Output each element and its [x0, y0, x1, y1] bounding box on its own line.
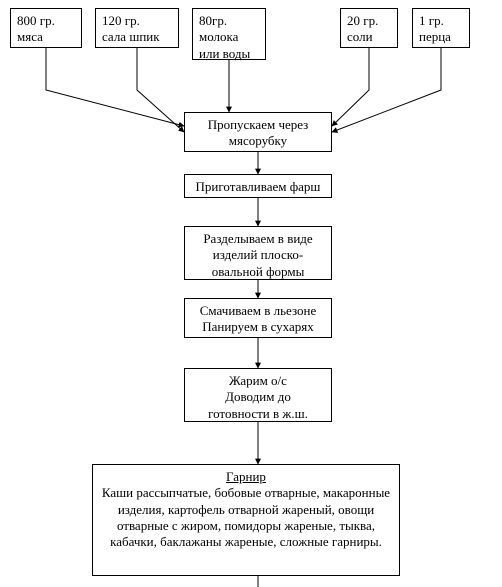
flow-node-n5: 1 гр. перца [412, 8, 470, 48]
flow-node-n11: ГарнирКаши рассыпчатые, бобовые отварные… [92, 464, 400, 576]
edge-4 [332, 48, 441, 132]
flow-node-n1: 800 гр. мяса [10, 8, 82, 48]
flow-node-n6: Пропускаем через мясорубку [184, 112, 332, 152]
node-text: 1 гр. перца [419, 13, 451, 44]
node-text: Приготавливаем фарш [196, 179, 321, 194]
node-text: Пропускаем через мясорубку [208, 117, 309, 148]
node-title: Гарнир [99, 469, 393, 485]
node-text: 800 гр. мяса [17, 13, 55, 44]
node-text: Каши рассыпчатые, бобовые отварные, мака… [102, 485, 390, 549]
node-text: 120 гр. сала шпик [102, 13, 160, 44]
node-text: Смачиваем в льезоне Панируем в сухарях [200, 303, 317, 334]
node-text: 80гр. молока или воды [199, 13, 250, 61]
flow-node-n9: Смачиваем в льезоне Панируем в сухарях [184, 298, 332, 338]
flow-node-n4: 20 гр. соли [340, 8, 398, 48]
flow-node-n2: 120 гр. сала шпик [95, 8, 179, 48]
node-text: Жарим о/с Доводим до готовности в ж.ш. [208, 373, 308, 421]
flow-node-n8: Разделываем в виде изделий плоско- оваль… [184, 226, 332, 280]
edge-1 [137, 48, 184, 132]
edge-3 [332, 48, 369, 126]
edge-0 [46, 48, 184, 126]
flow-node-n7: Приготавливаем фарш [184, 174, 332, 198]
flow-node-n3: 80гр. молока или воды [192, 8, 266, 60]
node-text: 20 гр. соли [347, 13, 378, 44]
flow-node-n10: Жарим о/с Доводим до готовности в ж.ш. [184, 368, 332, 422]
node-text: Разделываем в виде изделий плоско- оваль… [203, 231, 312, 279]
